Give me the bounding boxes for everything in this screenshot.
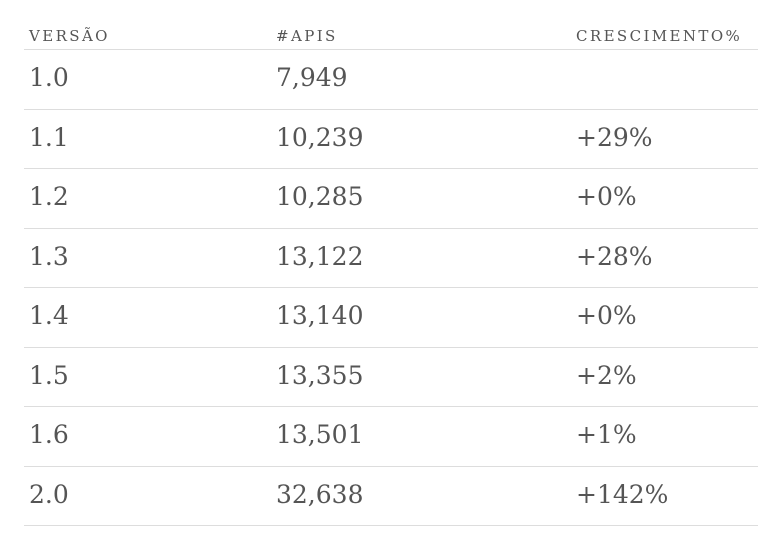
header-version: VERSÃO	[29, 27, 110, 45]
cell-growth: +142%	[576, 479, 669, 509]
cell-apis: 13,140	[276, 301, 364, 330]
cell-apis: 10,285	[276, 182, 364, 211]
cell-growth: +0%	[576, 301, 637, 330]
cell-version: 1.1	[29, 122, 69, 152]
cell-growth: +28%	[576, 241, 653, 271]
cell-growth: +0%	[576, 182, 637, 211]
table-row: 1.1 10,239 +29%	[24, 110, 758, 169]
table-row: 1.4 13,140 +0%	[24, 288, 758, 348]
table-row: 1.2 10,285 +0%	[24, 169, 758, 229]
cell-version: 1.3	[29, 241, 69, 271]
cell-version: 1.2	[29, 182, 69, 211]
api-growth-table: VERSÃO #APIS CRESCIMENTO% 1.0 7,949 1.1 …	[24, 0, 758, 526]
cell-apis: 32,638	[276, 479, 364, 509]
header-growth: CRESCIMENTO%	[576, 27, 743, 45]
cell-apis: 10,239	[276, 122, 364, 152]
table-row: 1.6 13,501 +1%	[24, 407, 758, 467]
header-apis: #APIS	[276, 27, 338, 45]
table-row: 1.3 13,122 +28%	[24, 229, 758, 288]
cell-apis: 13,501	[276, 420, 364, 449]
cell-growth: +29%	[576, 122, 653, 152]
table-header: VERSÃO #APIS CRESCIMENTO%	[24, 0, 758, 50]
cell-apis: 13,122	[276, 241, 364, 271]
cell-version: 1.5	[29, 360, 69, 390]
cell-version: 1.0	[29, 63, 69, 92]
table-row: 1.5 13,355 +2%	[24, 348, 758, 407]
cell-growth: +2%	[576, 360, 637, 390]
cell-version: 1.6	[29, 420, 69, 449]
cell-growth: +1%	[576, 420, 637, 449]
cell-apis: 13,355	[276, 360, 364, 390]
table-row: 1.0 7,949	[24, 50, 758, 110]
cell-apis: 7,949	[276, 63, 348, 92]
cell-version: 1.4	[29, 301, 69, 330]
cell-version: 2.0	[29, 479, 69, 509]
table-row: 2.0 32,638 +142%	[24, 467, 758, 526]
